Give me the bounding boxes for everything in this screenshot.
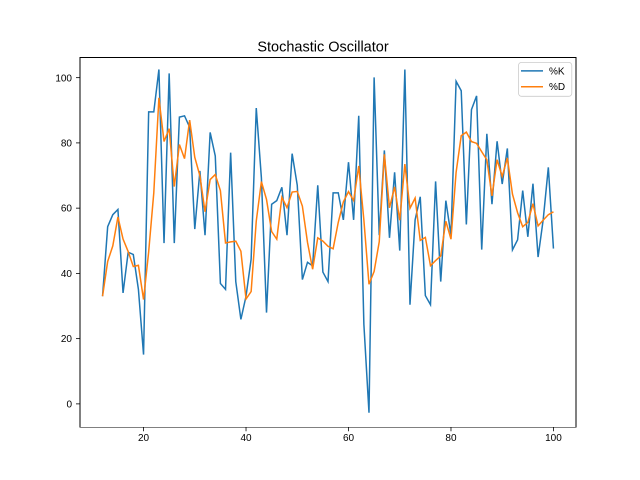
svg-text:80: 80: [61, 139, 73, 150]
svg-text:40: 40: [240, 433, 252, 444]
svg-text:100: 100: [55, 73, 72, 84]
svg-text:%D: %D: [549, 82, 565, 93]
svg-text:40: 40: [61, 269, 73, 280]
svg-text:60: 60: [343, 433, 355, 444]
svg-text:Stochastic Oscillator: Stochastic Oscillator: [257, 40, 389, 56]
svg-text:60: 60: [61, 204, 73, 215]
svg-text:%K: %K: [549, 66, 565, 77]
svg-text:20: 20: [61, 334, 73, 345]
svg-text:0: 0: [66, 400, 72, 411]
svg-text:100: 100: [545, 433, 562, 444]
svg-text:80: 80: [445, 433, 457, 444]
svg-text:20: 20: [138, 433, 150, 444]
